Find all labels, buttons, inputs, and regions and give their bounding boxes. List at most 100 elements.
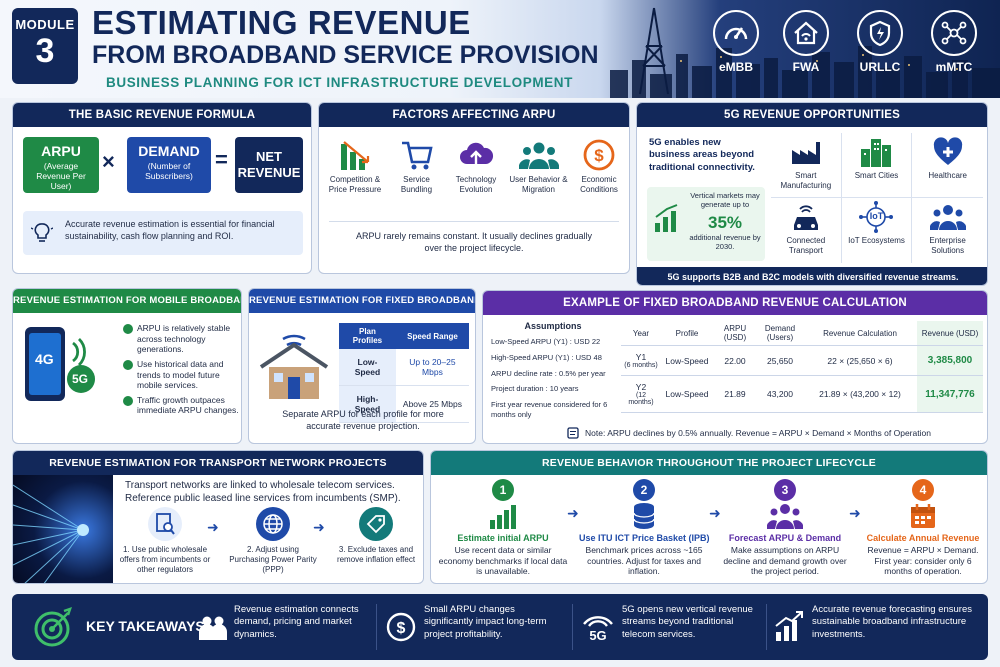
table-row: High-Speed Above 25 Mbps: [339, 385, 469, 423]
use-case-fwa: FWA: [778, 10, 834, 74]
profile-cell: Low-Speed: [661, 345, 713, 376]
example-calculation-panel: EXAMPLE OF FIXED BROADBAND REVENUE CALCU…: [482, 290, 988, 444]
table-header: Plan Profiles: [339, 323, 396, 349]
profile-cell: Low-Speed: [339, 349, 396, 386]
assumption-item: High-Speed ARPU (Y1) : USD 48: [491, 352, 602, 362]
opportunity-item: Enterprise Solutions: [912, 198, 983, 263]
period-cell: (6 months): [624, 362, 658, 369]
list-item: Traffic growth outpaces immediate ARPU c…: [123, 395, 239, 416]
opportunity-label: Connected Transport: [786, 236, 826, 255]
phone-4g-label: 4G: [35, 351, 54, 367]
check-icon: [123, 395, 133, 406]
people-icon: [198, 614, 228, 642]
opportunity-label: Enterprise Solutions: [929, 236, 966, 255]
transport-step: 3. Exclude taxes and remove inflation ef…: [331, 507, 421, 565]
fixed-broadband-panel: REVENUE ESTIMATION FOR FIXED BROADBAND P…: [248, 288, 476, 444]
formula-note-box: Accurate revenue estimation is essential…: [23, 211, 303, 255]
arpu-cell: 22.00: [713, 345, 757, 376]
module-number: 3: [35, 32, 55, 70]
stat-value: 35%: [707, 213, 743, 232]
home-wifi-icon: [783, 10, 829, 56]
list-item: Use historical data and trends to model …: [123, 359, 239, 391]
svg-text:$: $: [397, 620, 406, 637]
page-title: ESTIMATING REVENUE: [92, 4, 471, 41]
declining-bars-icon: [325, 135, 385, 175]
arpu-box: ARPU (Average Revenue Per User): [23, 137, 99, 193]
iot-text: IoT: [869, 211, 884, 221]
speed-cell: Above 25 Mbps: [395, 385, 469, 423]
stat-pre: Vertical markets may generate up to: [690, 191, 760, 209]
assumptions-title: Assumptions: [524, 321, 582, 331]
takeaway-text: Revenue estimation connects demand, pric…: [234, 604, 359, 640]
panel-title: EXAMPLE OF FIXED BROADBAND REVENUE CALCU…: [483, 291, 987, 315]
table-header: Demand (Users): [757, 321, 803, 346]
city-skyline-image: [610, 46, 1000, 98]
network-nodes-icon: [931, 10, 977, 56]
opportunity-label: IoT Ecosystems: [848, 236, 905, 245]
step-text: Benchmark prices across ~165 countries. …: [585, 545, 703, 577]
page-subtitle: BUSINESS PLANNING FOR ICT INFRASTRUCTURE…: [106, 75, 573, 90]
step-number: 4: [912, 479, 934, 501]
example-note: Note: ARPU declines by 0.5% annually. Re…: [585, 428, 931, 438]
check-icon: [123, 324, 133, 334]
step-text: Revenue = ARPU × Demand. First year: con…: [867, 545, 979, 577]
house-wifi-icon: [255, 329, 333, 401]
use-case-label: FWA: [792, 60, 820, 74]
table-row: Low-Speed Up to 20–25 Mbps: [339, 349, 469, 386]
lifecycle-step: 1 Estimate initial ARPU Use recent data …: [437, 479, 569, 577]
use-case-urllc: URLLC: [852, 10, 908, 74]
transport-step-label: 1. Use public wholesale offers from incu…: [119, 545, 211, 574]
team-icon: [721, 501, 849, 531]
step-title: Forecast ARPU & Demand: [728, 533, 842, 543]
vertical-stat-box: Vertical markets may generate up to 35% …: [647, 187, 765, 261]
revenue-cell: 11,347,776: [917, 375, 983, 413]
plan-profile-table: Plan Profiles Speed Range Low-Speed Up t…: [339, 323, 469, 423]
step-title: Estimate initial ARPU: [457, 533, 549, 543]
takeaway-text: Small ARPU changes significantly impact …: [424, 604, 547, 640]
takeaways-title: KEY TAKEAWAYS: [86, 618, 205, 634]
demand-label: DEMAND: [138, 143, 200, 159]
step-number: 3: [774, 479, 796, 501]
5g-footer: 5G supports B2B and B2C models with dive…: [637, 267, 987, 285]
arrow-right-icon: ➜: [709, 505, 721, 521]
assumption-item: Low-Speed ARPU (Y1) : USD 22: [491, 337, 601, 346]
speedometer-icon: [713, 10, 759, 56]
factor-label: Service Bundling: [400, 175, 433, 194]
growth-chart-icon: [774, 610, 804, 642]
step-text: Use recent data or similar economy bench…: [438, 545, 568, 577]
opportunity-item: Smart Manufacturing: [771, 133, 842, 198]
module-badge: MODULE 3: [12, 8, 78, 84]
table-header: Revenue Calculation: [803, 321, 917, 346]
opportunity-label: Smart Cities: [854, 171, 899, 180]
list-item: ARPU is relatively stable across technol…: [123, 323, 239, 355]
opportunity-label: Healthcare: [928, 171, 967, 180]
city-buildings-icon: [842, 133, 912, 171]
opportunity-item: Connected Transport: [771, 198, 842, 263]
profile-cell: High-Speed: [339, 385, 396, 423]
enterprise-users-icon: [912, 198, 983, 236]
5g-intro: 5G enables new business areas beyond tra…: [649, 137, 755, 173]
health-heart-icon: [912, 133, 983, 171]
calculation-cell: 22 × (25,650 × 6): [803, 345, 917, 376]
demand-cell: 25,650: [757, 345, 803, 376]
takeaway-text: 5G opens new vertical revenue streams be…: [622, 604, 753, 640]
opportunity-grid: Smart Manufacturing Smart Cities Healthc…: [771, 133, 983, 263]
revenue-cell: 3,385,800: [917, 345, 983, 376]
connected-car-icon: [771, 198, 841, 236]
cloud-upload-icon: [448, 135, 504, 175]
dollar-icon: $: [386, 612, 416, 642]
smartphone-icon: 4G 5G: [21, 325, 111, 405]
net-revenue-box: NET REVENUE: [235, 137, 303, 193]
module-label: MODULE: [15, 17, 75, 32]
opportunity-item: Healthcare: [912, 133, 983, 198]
lifecycle-step: 3 Forecast ARPU & Demand Make assumption…: [721, 479, 849, 577]
shopping-cart-icon: [389, 135, 445, 175]
calendar-icon: [861, 501, 985, 531]
divider: [572, 604, 573, 650]
5g-signal-icon: 5G: [580, 606, 616, 648]
document-search-icon: [148, 507, 182, 541]
takeaway-text: Accurate revenue forecasting ensures sus…: [812, 604, 973, 640]
assumption-item: First year revenue considered for 6 mont…: [491, 400, 608, 419]
bullet-text: Traffic growth outpaces immediate ARPU c…: [137, 394, 239, 416]
use-case-label: mMTC: [935, 60, 973, 74]
